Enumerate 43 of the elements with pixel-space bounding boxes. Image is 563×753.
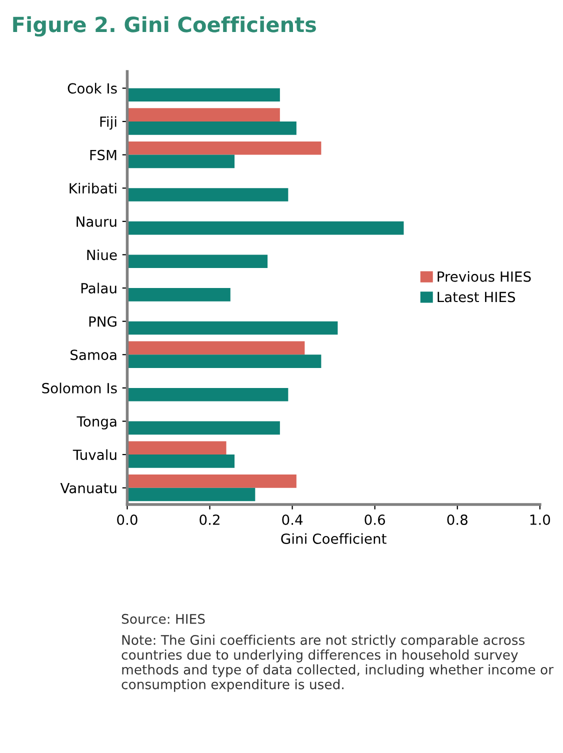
bar [127,88,280,102]
y-tick-label: Kiribati [70,182,116,194]
chart-title: Figure 2. Gini Coefficients [13,16,316,37]
x-tick-label: 0.2 [200,514,220,525]
y-tick-label: Palau [81,282,116,294]
legend-label: Latest HIES [438,292,516,302]
y-tick-label: Tonga [76,416,116,430]
bar [127,474,296,488]
x-tick-label: 0.8 [447,514,468,525]
y-tick-label: Solomon Is [42,382,117,394]
source-note: Source: HIES [122,614,205,624]
x-axis-title: Gini Coefficient [281,533,386,544]
bar [127,354,322,368]
bar [127,221,404,235]
y-tick-label: Cook Is [68,82,117,94]
bar [127,441,226,455]
y-tick-label: Nauru [76,216,116,227]
text: Note: The Gini coefficients are not strictly comparable across countries due to underlying differences in household survey methods and type of data collected, including whether income or consumption expenditure is used. [122,634,554,692]
bar [127,254,268,268]
bar [127,321,338,335]
x-tick-label: 0.4 [282,514,303,525]
y-tick-label: PNG [89,316,116,327]
x-tick-label: 0.6 [364,514,386,525]
y-tick-label: Tuvalu [72,449,116,460]
bar [127,488,256,502]
x-tick-label: 1.0 [530,514,550,525]
y-tick-label: Fiji [100,116,116,130]
bar [127,388,288,402]
legend-label: Previous HIES [438,271,531,282]
bar [127,154,235,168]
y-tick-label: Vanuatu [60,483,116,494]
bar [127,288,230,302]
x-tick-label: 0.0 [117,514,138,525]
bar [127,121,296,135]
bar [127,341,305,355]
y-tick-label: Niue [87,249,117,260]
bar [127,188,288,202]
bar [127,454,235,468]
y-tick-label: Samoa [70,350,116,360]
bar [127,421,280,435]
bar [127,141,322,155]
y-tick-label: FSM [90,150,116,160]
bar [127,108,280,122]
